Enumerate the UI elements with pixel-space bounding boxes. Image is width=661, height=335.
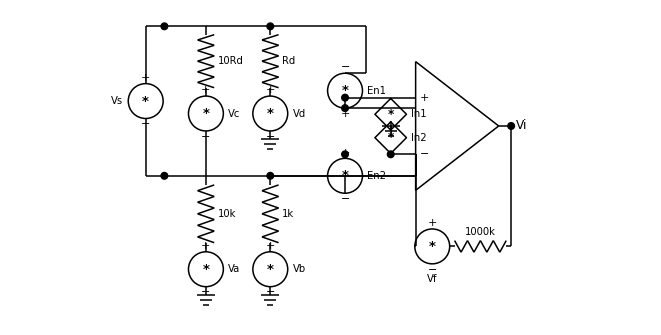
- Text: −: −: [141, 119, 151, 129]
- Circle shape: [508, 123, 514, 129]
- Text: *: *: [267, 107, 274, 120]
- Text: Vd: Vd: [293, 109, 306, 119]
- Text: Vf: Vf: [427, 274, 438, 284]
- Text: +: +: [340, 147, 350, 157]
- Circle shape: [342, 105, 348, 112]
- Text: 1k: 1k: [282, 209, 294, 219]
- Text: In1: In1: [410, 109, 426, 119]
- Text: *: *: [429, 240, 436, 253]
- Circle shape: [342, 94, 348, 101]
- Text: +: +: [201, 85, 211, 95]
- Text: 1000k: 1000k: [465, 227, 496, 237]
- Text: +: +: [428, 218, 437, 228]
- Text: +: +: [340, 109, 350, 119]
- Text: Rd: Rd: [282, 56, 295, 66]
- Text: +: +: [266, 85, 275, 95]
- Text: Vb: Vb: [293, 264, 306, 274]
- Text: In2: In2: [410, 133, 426, 143]
- Text: −: −: [201, 132, 211, 142]
- Text: −: −: [420, 149, 430, 159]
- Text: En1: En1: [368, 86, 387, 96]
- Text: *: *: [342, 84, 348, 97]
- Text: *: *: [267, 263, 274, 276]
- Circle shape: [267, 23, 274, 29]
- Text: +: +: [266, 241, 275, 251]
- Text: +: +: [141, 73, 151, 83]
- Text: −: −: [340, 62, 350, 72]
- Text: −: −: [428, 265, 437, 275]
- Circle shape: [161, 23, 168, 29]
- Text: Vc: Vc: [228, 109, 241, 119]
- Text: *: *: [202, 263, 210, 276]
- Text: *: *: [142, 94, 149, 108]
- Text: −: −: [340, 194, 350, 204]
- Circle shape: [342, 151, 348, 157]
- Text: 10Rd: 10Rd: [217, 56, 243, 66]
- Text: −: −: [266, 132, 275, 142]
- Text: *: *: [342, 169, 348, 182]
- Text: *: *: [387, 108, 394, 121]
- Text: En2: En2: [368, 171, 387, 181]
- Text: Va: Va: [228, 264, 241, 274]
- Text: −: −: [266, 287, 275, 297]
- Text: −: −: [201, 287, 211, 297]
- Text: 10k: 10k: [217, 209, 236, 219]
- Circle shape: [267, 173, 274, 179]
- Circle shape: [161, 173, 168, 179]
- Text: *: *: [387, 131, 394, 144]
- Text: *: *: [202, 107, 210, 120]
- Text: +: +: [420, 93, 430, 103]
- Text: +: +: [201, 241, 211, 251]
- Text: Vi: Vi: [516, 120, 527, 132]
- Text: Vs: Vs: [111, 96, 123, 106]
- Circle shape: [387, 151, 394, 157]
